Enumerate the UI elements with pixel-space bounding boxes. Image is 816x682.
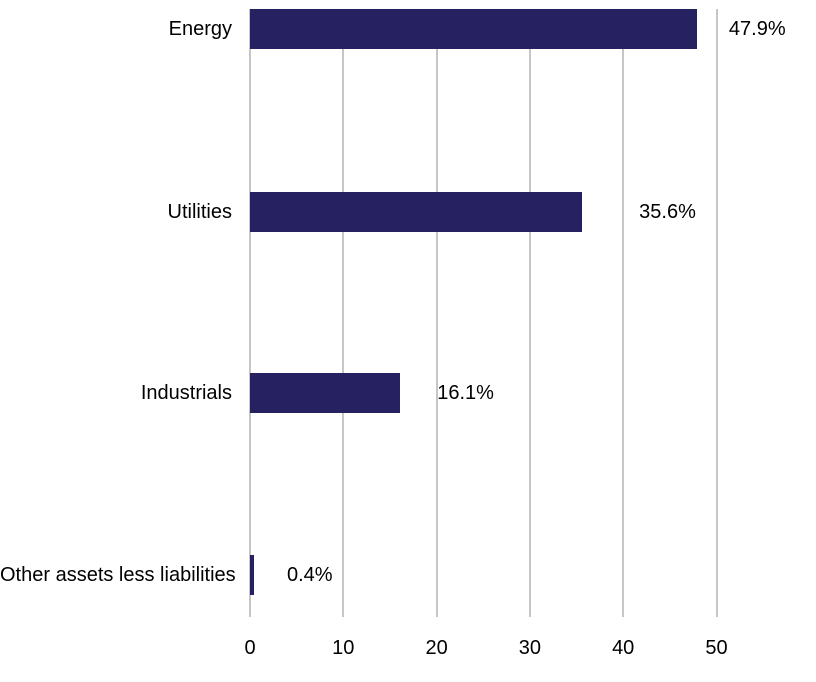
bar <box>250 192 583 232</box>
value-label: 35.6% <box>639 201 696 223</box>
gridline <box>622 9 625 617</box>
gridline <box>528 9 531 617</box>
value-label: 0.4% <box>287 564 333 586</box>
x-tick-label: 0 <box>244 637 256 659</box>
x-tick-label: 40 <box>612 637 635 659</box>
category-label: Utilities <box>167 201 232 223</box>
value-label: 47.9% <box>728 18 786 40</box>
gridline <box>249 9 251 617</box>
category-label: Industrials <box>140 382 232 404</box>
bar <box>250 9 697 49</box>
bar <box>250 555 254 595</box>
x-tick-label: 50 <box>705 637 728 659</box>
gridline <box>435 9 438 617</box>
category-label: Other assets less liabilities <box>0 564 236 586</box>
gridline <box>715 9 718 617</box>
value-label: 16.1% <box>437 382 494 404</box>
x-tick-label: 10 <box>332 637 355 659</box>
category-label: Energy <box>168 18 232 40</box>
gridline <box>342 9 345 617</box>
x-tick-label: 30 <box>518 637 542 659</box>
bar <box>250 373 401 413</box>
x-tick-label: 20 <box>425 637 448 659</box>
